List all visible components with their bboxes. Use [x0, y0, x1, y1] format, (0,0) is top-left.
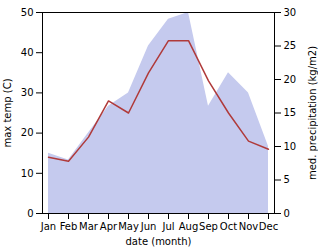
- svg-text:Jul: Jul: [161, 221, 174, 232]
- svg-text:Nov: Nov: [239, 221, 259, 232]
- svg-text:20: 20: [284, 74, 297, 85]
- svg-text:Dec: Dec: [259, 221, 278, 232]
- svg-text:Feb: Feb: [60, 221, 78, 232]
- svg-text:max temp (C): max temp (C): [2, 78, 13, 147]
- svg-text:date (month): date (month): [126, 236, 192, 247]
- svg-text:Jan: Jan: [40, 221, 56, 232]
- svg-text:50: 50: [21, 7, 34, 18]
- svg-text:Jun: Jun: [140, 221, 157, 232]
- svg-text:Mar: Mar: [79, 221, 99, 232]
- svg-text:med. precipitation (kg/m2): med. precipitation (kg/m2): [307, 46, 318, 180]
- svg-text:10: 10: [284, 141, 297, 152]
- svg-text:25: 25: [284, 40, 297, 51]
- svg-text:0: 0: [284, 208, 290, 219]
- svg-text:5: 5: [284, 174, 290, 185]
- svg-text:30: 30: [284, 7, 297, 18]
- svg-text:Oct: Oct: [220, 221, 237, 232]
- svg-text:10: 10: [21, 168, 34, 179]
- svg-text:Apr: Apr: [100, 221, 118, 232]
- svg-text:15: 15: [284, 107, 297, 118]
- svg-text:20: 20: [21, 127, 34, 138]
- svg-text:Sep: Sep: [199, 221, 218, 232]
- svg-text:40: 40: [21, 47, 34, 58]
- svg-text:Aug: Aug: [179, 221, 199, 232]
- svg-text:May: May: [118, 221, 139, 232]
- svg-text:30: 30: [21, 87, 34, 98]
- svg-text:0: 0: [27, 208, 33, 219]
